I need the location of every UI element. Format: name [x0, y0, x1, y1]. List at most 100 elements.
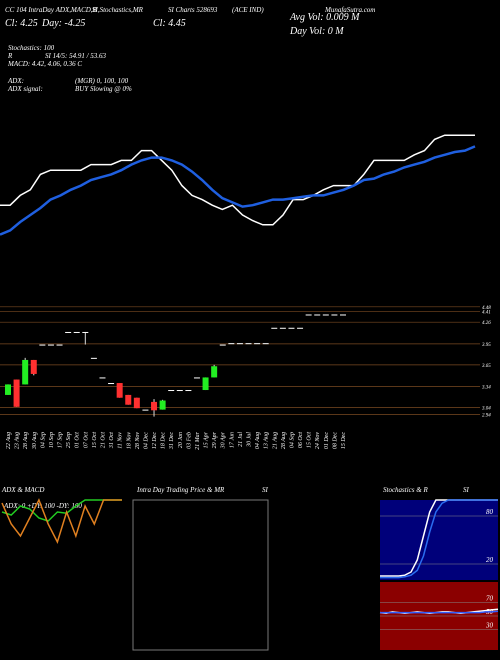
y-tick-label: 30: [485, 622, 494, 630]
close-text: Cl: 4.25: [5, 18, 38, 29]
candle-body: [151, 401, 158, 411]
candle-body: [262, 343, 269, 345]
candle-body: [133, 397, 140, 409]
avg-vol: Avg Vol: 0.009 M: [289, 12, 360, 23]
x-tick-label: 04 Aug: [254, 432, 261, 449]
y-tick-label: 70: [486, 594, 494, 602]
x-tick-label: 04 Sep: [39, 432, 46, 448]
header-text: SI,Stochastics,MR: [92, 6, 144, 14]
candle-body: [211, 366, 218, 378]
x-tick-label: 31 Dec: [169, 432, 175, 450]
candle-body: [99, 377, 106, 379]
candle-body: [322, 314, 329, 316]
header-text: (ACE IND): [232, 6, 264, 14]
y-tick-label: 2.94: [482, 414, 491, 419]
panel-title: Intra Day Trading Price & MR: [136, 486, 225, 494]
x-tick-label: 12 Dec: [152, 432, 158, 449]
y-tick-label: 3.95: [482, 343, 491, 348]
x-tick-label: 30 Jul: [247, 432, 253, 448]
panel-title: SI: [262, 486, 269, 494]
candle-body: [219, 344, 226, 346]
annotation: ADX: 0 +DY: 100 -DY: 100: [3, 502, 82, 510]
x-tick-label: 04 Sep: [288, 432, 295, 448]
x-tick-label: 17 Jun: [229, 432, 235, 448]
candle-body: [228, 343, 235, 345]
y-tick-label: 3.04: [482, 407, 491, 412]
x-tick-label: 18 Dec: [161, 432, 167, 449]
panel-frame: [132, 499, 269, 651]
x-tick-label: 01 Oct: [75, 432, 81, 448]
candle-body: [159, 400, 166, 410]
x-tick-label: 07 Oct: [83, 432, 89, 448]
candle-body: [314, 314, 321, 316]
day-text: Day: -4.25: [41, 18, 85, 29]
x-tick-label: 28 Aug: [23, 432, 29, 449]
candle-body: [185, 390, 192, 392]
series-line: [1, 499, 122, 522]
adx-text: ADX:: [7, 77, 24, 85]
close-text: Cl: 4.45: [153, 18, 186, 29]
panel-title: Stochastics & R: [383, 486, 428, 494]
x-tick-label: 15 Oct: [307, 432, 313, 448]
x-tick-label: 17 Sep: [58, 432, 64, 448]
x-tick-label: 24 Nov: [314, 432, 321, 450]
series-line: [0, 145, 476, 236]
candle-body: [125, 394, 132, 405]
candle-body: [56, 344, 63, 346]
candle-body: [331, 314, 338, 316]
y-tick-label: 80: [486, 508, 494, 516]
candle-body: [30, 359, 37, 374]
y-tick-label: 4.41: [482, 311, 491, 316]
candle-body: [288, 327, 295, 329]
y-tick-label: 3.34: [482, 386, 491, 391]
candle-body: [271, 327, 278, 329]
candle-body: [73, 331, 80, 333]
y-tick-label: 20: [486, 556, 494, 564]
candle-body: [65, 331, 72, 333]
x-tick-label: 29 Apr: [212, 431, 218, 448]
candle-body: [13, 379, 20, 407]
candle-body: [305, 314, 312, 316]
x-tick-label: 06 Oct: [298, 432, 304, 448]
macd-text: MACD: 4.42, 4.06, 0.36 C: [7, 60, 82, 68]
x-tick-label: 25 Sep: [66, 432, 72, 448]
adx-signal: ADX signal:: [7, 85, 43, 93]
x-tick-label: 04 Dec: [142, 432, 149, 449]
x-tick-label: 21 Jul: [238, 432, 244, 447]
candle-body: [108, 383, 115, 385]
candle-body: [279, 327, 286, 329]
candle-body: [142, 409, 149, 411]
candle-body: [193, 377, 200, 379]
x-tick-label: 21 Oct: [100, 432, 106, 448]
x-tick-label: 23 Aug: [15, 432, 21, 449]
x-tick-label: 11 Nov: [118, 432, 124, 449]
day-vol: Day Vol: 0 M: [289, 26, 344, 37]
x-tick-label: 18 Nov: [126, 432, 132, 450]
panel-title: SI: [463, 486, 470, 494]
candle-body: [340, 314, 346, 316]
x-tick-label: 21 Aug: [272, 432, 278, 449]
series-line: [380, 499, 498, 579]
x-tick-label: 15 Apr: [204, 431, 210, 448]
header-text: MunafaSutra.com: [324, 6, 375, 14]
r-text: R: [7, 52, 13, 60]
candle-body: [202, 377, 209, 391]
x-tick-label: 31 Oct: [109, 432, 115, 449]
x-tick-label: 08 Dec: [332, 432, 338, 449]
mgr-text: (MGR) 0, 100, 100: [75, 77, 129, 85]
x-tick-label: 03 Feb: [186, 432, 192, 449]
y-tick-label: 4.48: [482, 306, 491, 311]
candle-body: [116, 383, 123, 398]
candle-body: [82, 331, 89, 333]
candle-body: [39, 344, 46, 346]
header-text: SI Charts 528693: [168, 6, 218, 14]
x-tick-label: 28 Nov: [135, 432, 141, 450]
candle-body: [236, 343, 243, 345]
x-tick-label: 10 Sep: [49, 432, 55, 448]
series-line: [0, 134, 475, 226]
stoch-text: Stochastics: 100: [8, 44, 55, 52]
x-tick-label: 30 Aug: [32, 432, 38, 450]
candle-body: [5, 384, 11, 395]
candle-body: [254, 343, 261, 345]
